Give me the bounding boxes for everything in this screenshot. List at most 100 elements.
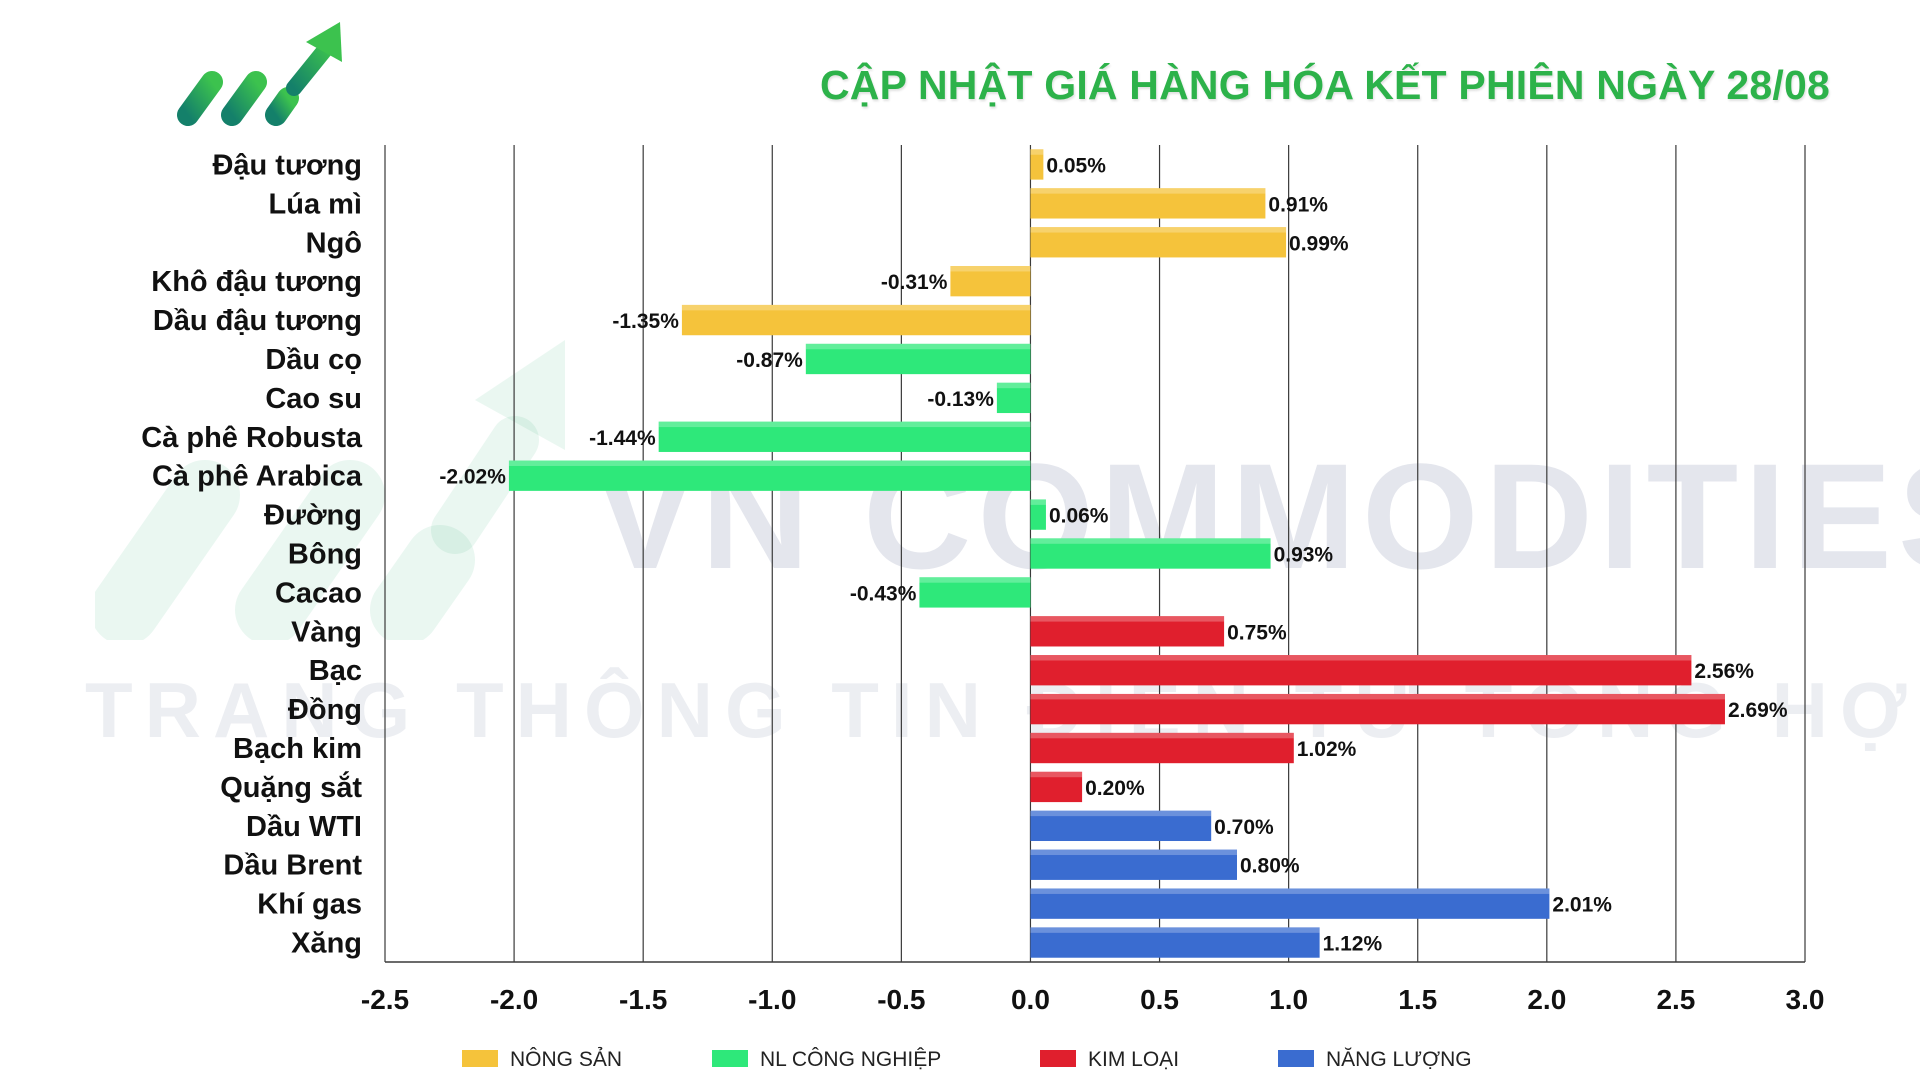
legend-swatch — [712, 1050, 748, 1067]
category-label: Quặng sắt — [220, 770, 362, 804]
x-axis: -2.5 -2.0 -1.5 -1.0 -0.5 0.0 0.5 1.0 1.5 2.0 2.5 3.… — [361, 961, 1825, 1015]
bars — [508, 149, 1725, 958]
bar-highlight — [1030, 810, 1212, 817]
category-label: Dầu Brent — [223, 850, 362, 882]
legend-swatch — [1040, 1050, 1076, 1067]
bar-highlight — [681, 304, 1031, 311]
bar — [1030, 732, 1294, 764]
bar — [996, 382, 1031, 414]
x-tick-label: 2.5 — [1656, 984, 1695, 1015]
data-label: 0.05% — [1046, 154, 1106, 177]
bar-highlight — [919, 577, 1031, 583]
bar — [1030, 188, 1266, 219]
data-label: -0.87% — [736, 349, 803, 372]
data-label: 1.02% — [1297, 738, 1357, 761]
data-label: 2.56% — [1694, 660, 1754, 683]
legend-swatch — [462, 1050, 498, 1067]
x-tick-label: 3.0 — [1786, 984, 1825, 1015]
bar — [1030, 810, 1212, 842]
data-label: 0.99% — [1289, 232, 1349, 255]
category-label: Vàng — [291, 616, 362, 648]
legend-label: NL CÔNG NGHIỆP — [760, 1048, 941, 1071]
bar — [1030, 888, 1550, 919]
legend-swatch — [1278, 1050, 1314, 1067]
x-tick-label: 0.5 — [1140, 984, 1179, 1015]
bar — [1030, 849, 1237, 880]
data-label: 0.80% — [1240, 855, 1300, 878]
data-label: 0.06% — [1049, 505, 1109, 528]
category-labels: Đậu tương Lúa mì Ngô Khô đậu tương Dầu đậu t… — [141, 149, 363, 959]
bar-highlight — [1030, 499, 1046, 505]
legend-label: NÔNG SẢN — [510, 1048, 622, 1071]
bar-highlight — [805, 343, 1031, 350]
data-labels: 0.05% 0.91% 0.99% -0.31% -1.35% -0.87% -0.13% -… — [439, 154, 1787, 955]
category-label: Đồng — [288, 694, 362, 726]
bar-highlight — [950, 265, 1031, 272]
category-label: Dầu cọ — [265, 344, 362, 376]
data-label: -0.13% — [927, 388, 994, 411]
x-tick-label: 1.5 — [1398, 984, 1437, 1015]
legend-label: KIM LOẠI — [1088, 1048, 1179, 1071]
bar — [1030, 227, 1287, 258]
x-tick-label: 0.0 — [1011, 984, 1050, 1015]
bar-highlight — [1030, 732, 1294, 739]
data-label: -1.44% — [589, 427, 656, 450]
bar — [1030, 693, 1725, 725]
bar-highlight — [1030, 849, 1237, 856]
x-tick-label: 2.0 — [1527, 984, 1566, 1015]
x-tick-label: 1.0 — [1269, 984, 1308, 1015]
watermark-text: VN COMMODITIES — [595, 432, 1920, 600]
bar — [658, 421, 1031, 452]
data-label: -0.43% — [850, 582, 917, 605]
bar-highlight — [1030, 888, 1550, 894]
bar-highlight — [1030, 149, 1044, 155]
brand-logo — [177, 22, 342, 126]
bar — [950, 265, 1031, 297]
bar — [1030, 655, 1692, 686]
category-label: Ngô — [306, 227, 362, 259]
data-label: 1.12% — [1323, 933, 1383, 956]
bar-highlight — [1030, 655, 1692, 661]
bar — [1030, 927, 1320, 958]
category-label: Cao su — [265, 383, 362, 415]
category-label: Bạc — [309, 655, 362, 687]
bar — [1030, 538, 1271, 569]
category-label: Dầu WTI — [246, 811, 362, 843]
data-label: 0.20% — [1085, 777, 1145, 800]
data-label: -1.35% — [612, 310, 679, 333]
bar-highlight — [1030, 693, 1725, 700]
data-label: 0.93% — [1274, 544, 1334, 567]
x-tick-label: -2.0 — [490, 984, 538, 1015]
bar — [1030, 499, 1046, 530]
x-tick-label: -1.5 — [619, 984, 667, 1015]
bar — [681, 304, 1031, 336]
bar-highlight — [508, 460, 1031, 466]
data-label: -0.31% — [881, 271, 948, 294]
category-label: Lúa mì — [269, 188, 362, 220]
bar-highlight — [1030, 227, 1287, 233]
category-label: Khô đậu tương — [151, 266, 362, 298]
category-label: Cacao — [275, 577, 362, 609]
bar-highlight — [658, 421, 1031, 428]
x-tick-label: -1.0 — [748, 984, 796, 1015]
bar-highlight — [996, 382, 1031, 389]
bar — [1030, 771, 1083, 803]
data-label: 0.75% — [1227, 621, 1287, 644]
bar-highlight — [1030, 188, 1266, 194]
data-label: -2.02% — [439, 466, 506, 489]
category-label: Khí gas — [257, 889, 362, 921]
category-label: Dầu đậu tương — [153, 305, 362, 337]
bar — [805, 343, 1031, 375]
chart-title: CẬP NHẬT GIÁ HÀNG HÓA KẾT PHIÊN NGÀY 28/… — [819, 62, 1830, 108]
bar — [919, 577, 1031, 608]
bar — [508, 460, 1031, 491]
category-label: Đường — [264, 500, 362, 532]
watermark-logo — [95, 340, 565, 640]
category-label: Cà phê Robusta — [141, 422, 363, 454]
data-label: 2.01% — [1552, 894, 1612, 917]
bar-highlight — [1030, 771, 1083, 778]
legend-label: NĂNG LƯỢNG — [1326, 1048, 1472, 1071]
category-label: Cà phê Arabica — [152, 461, 363, 493]
bar — [1030, 616, 1225, 647]
